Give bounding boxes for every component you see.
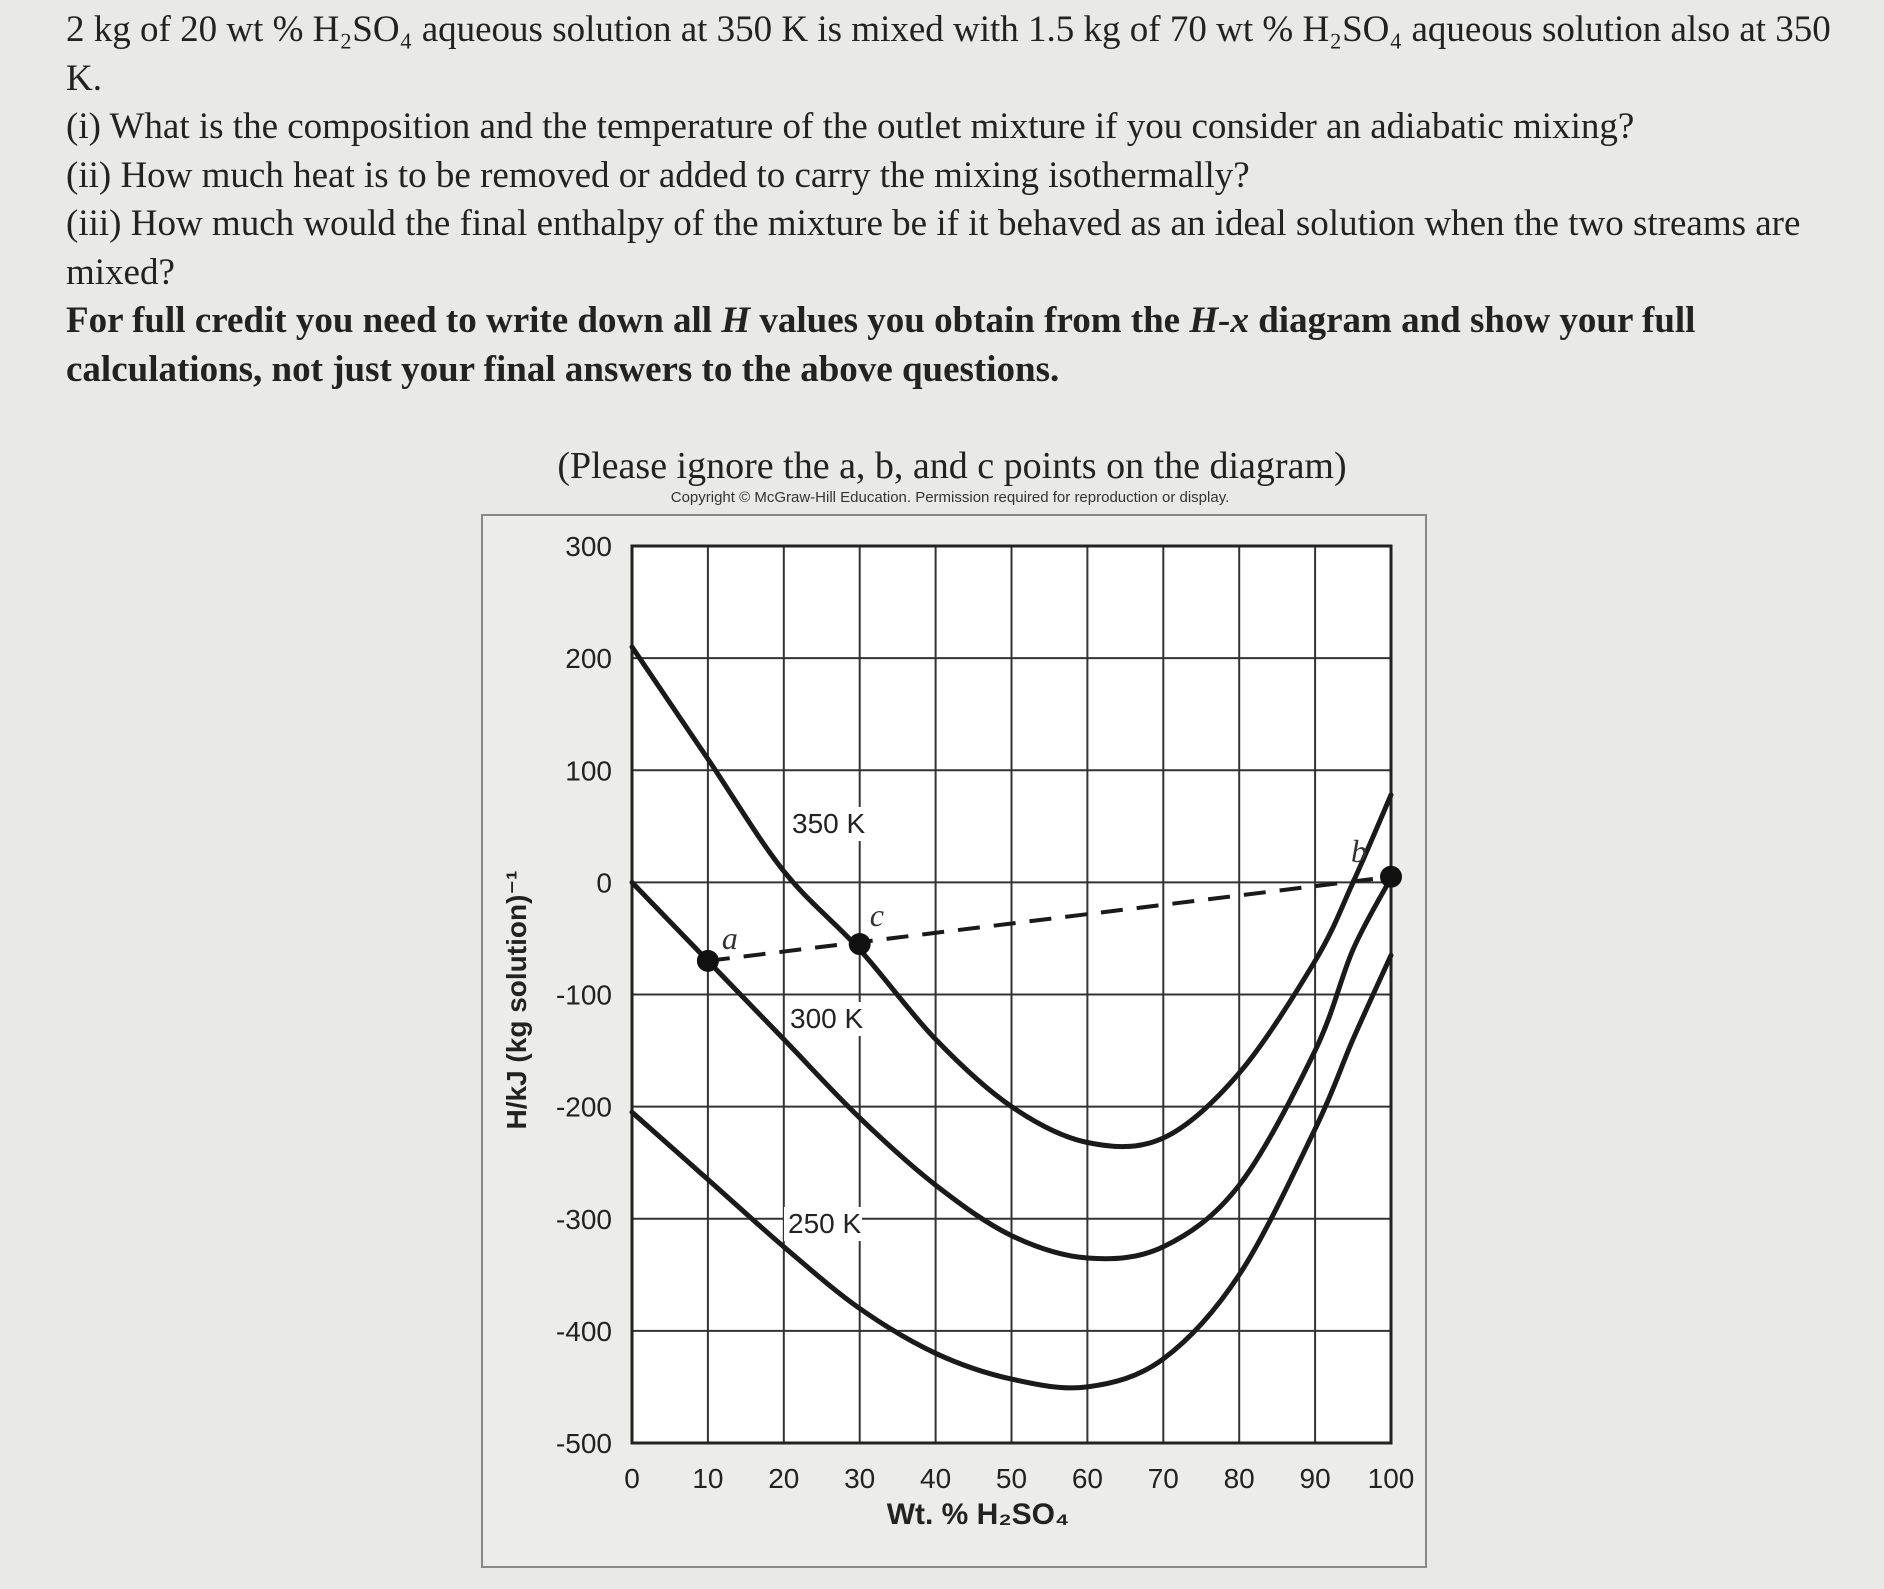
y-tick-label: 0 (596, 867, 612, 898)
x-tick-label: 40 (920, 1463, 951, 1494)
series-label: 250 K (788, 1208, 861, 1239)
y-axis-label: H/kJ (kg solution)⁻¹ (501, 871, 532, 1130)
question-iii: (iii) How much would the final enthalpy … (66, 203, 1801, 293)
x-tick-label: 90 (1300, 1463, 1331, 1494)
point-c (848, 933, 871, 956)
series-line (629, 644, 1394, 1150)
series-label-bg (784, 1207, 862, 1241)
figure-note: (Please ignore the a, b, and c points on… (557, 445, 1346, 487)
plot-area: 0 10 20 30 40 50 60 70 80 90 100 300 200 100 0 -100 -200… (501, 531, 1414, 1531)
y-tick-label: -300 (556, 1204, 612, 1235)
question-i: (i) What is the composition and the temp… (66, 106, 1635, 147)
instruction-part-2: values you obtain from the (750, 300, 1190, 341)
x-tick-label: 100 (1368, 1463, 1415, 1494)
y-tick-label: -400 (556, 1316, 612, 1347)
y-tick-label: 100 (565, 755, 612, 786)
x-tick-label: 80 (1224, 1463, 1255, 1494)
instruction-h: H (721, 300, 751, 341)
x-tick-label: 70 (1148, 1463, 1179, 1494)
x-tick-label: 10 (692, 1463, 723, 1494)
question-ii: (ii) How much heat is to be removed or a… (66, 154, 1250, 196)
plot-border (630, 544, 1393, 1445)
problem-statement: 2 kg of 20 wt % H₂SO₄ aqueous solution a… (66, 6, 1856, 394)
series-label: 350 K (792, 808, 865, 839)
y-tick-label: 200 (565, 643, 612, 674)
instruction-hx: H-x (1189, 300, 1249, 341)
instruction-part-3: diagram and show your full calculations,… (66, 300, 1696, 390)
problem-intro: 2 kg of 20 wt % H₂SO₄ aqueous solution a… (66, 9, 1831, 99)
y-tick-label: -200 (556, 1092, 612, 1123)
point-label-c: c (870, 897, 884, 933)
copyright-line: Copyright © McGraw-Hill Education. Permi… (671, 489, 1230, 506)
x-tick-label: 20 (768, 1463, 799, 1494)
x-tick-label: 0 (624, 1463, 640, 1494)
series-line (629, 952, 1394, 1391)
y-tick-label: -500 (556, 1428, 612, 1459)
series-label: 300 K (790, 1003, 863, 1034)
dashed-tie-line (707, 874, 1392, 963)
y-tick-label: -100 (556, 980, 612, 1011)
point-b (1380, 865, 1402, 888)
series-label-bg (788, 807, 866, 841)
point-label-a: a (722, 920, 738, 956)
x-tick-label: 60 (1072, 1463, 1103, 1494)
x-tick-label: 50 (996, 1463, 1027, 1494)
instruction-part-1: For full credit you need to write down a… (66, 300, 722, 341)
x-axis-label: Wt. % H₂SO₄ (887, 1498, 1070, 1531)
series-line (629, 875, 1394, 1262)
point-a (696, 949, 719, 972)
y-tick-label: 300 (565, 531, 612, 562)
series-label-bg (786, 1002, 864, 1036)
credit-instruction: For full credit you need to write down a… (66, 297, 1856, 394)
x-tick-label: 30 (844, 1463, 875, 1494)
point-label-b: b (1351, 833, 1367, 869)
